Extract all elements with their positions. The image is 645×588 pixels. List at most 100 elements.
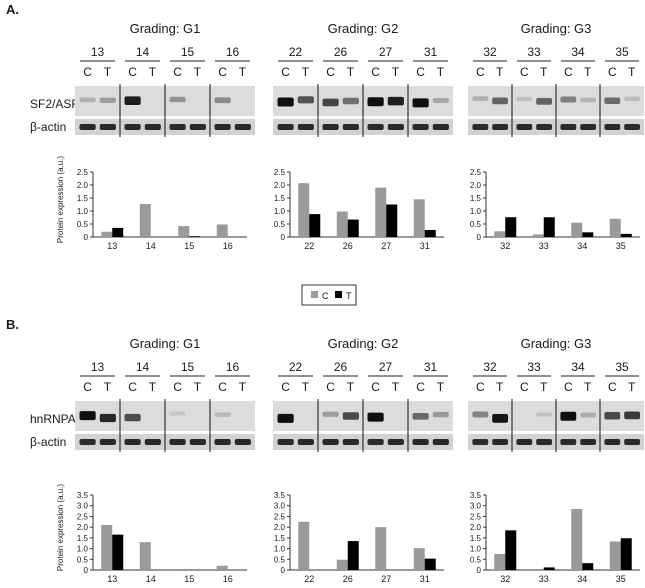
patient-id: 34 [571, 360, 585, 374]
lane-label-c: C [281, 65, 290, 79]
blot-label-actin: β-actin [30, 435, 66, 449]
y-tick-label: 2.0 [274, 181, 286, 190]
lane-label-c: C [173, 65, 182, 79]
y-axis-label: Protein expression (a.u.) [56, 156, 65, 243]
lane-label-t: T [347, 65, 355, 79]
x-tick-label: 22 [304, 574, 314, 584]
band-actin [516, 439, 533, 445]
x-tick-label: 27 [381, 241, 391, 251]
band-actin [214, 124, 231, 130]
band-actin [412, 124, 429, 130]
band-actin [144, 439, 161, 445]
bar-C [571, 508, 583, 570]
band-actin [342, 439, 359, 445]
y-tick-label: 2.0 [274, 523, 286, 532]
lane-label-t: T [392, 65, 400, 79]
lane-label-t: T [540, 65, 548, 79]
band-target [472, 96, 489, 102]
band-actin [604, 439, 621, 445]
patient-id: 33 [527, 360, 541, 374]
lane-label-t: T [437, 65, 445, 79]
lane-label-c: C [326, 65, 335, 79]
band-target [169, 411, 186, 416]
lane-label-t: T [628, 380, 636, 394]
band-actin [144, 124, 161, 130]
x-tick-label: 35 [616, 574, 626, 584]
band-actin [472, 124, 489, 130]
y-tick-label: 1.0 [77, 545, 89, 554]
band-target [322, 98, 339, 107]
bar-T [112, 227, 124, 237]
band-target [214, 412, 231, 417]
band-actin [412, 439, 429, 445]
band-target [604, 97, 621, 105]
blot-label-actin: β-actin [30, 120, 66, 134]
y-tick-label: 1.0 [470, 207, 482, 216]
y-tick-label: 1.0 [274, 207, 286, 216]
patient-id: 14 [136, 45, 150, 59]
x-tick-label: 32 [500, 241, 510, 251]
x-tick-label: 15 [184, 241, 194, 251]
band-actin [387, 439, 404, 445]
band-actin [79, 439, 96, 445]
bar-T [505, 217, 517, 237]
patient-id: 34 [571, 45, 585, 59]
band-actin [560, 439, 577, 445]
band-actin [387, 124, 404, 130]
lane-label-t: T [584, 65, 592, 79]
band-actin [322, 124, 339, 130]
lane-label-c: C [371, 65, 380, 79]
y-tick-label: 3.0 [470, 502, 482, 511]
y-tick-label: 2.0 [470, 181, 482, 190]
y-axis-label: Protein expression (a.u.) [56, 484, 65, 571]
bar-T [386, 204, 398, 237]
bar-C [336, 559, 348, 570]
bar-T [309, 214, 321, 237]
y-tick-label: 2.5 [274, 512, 286, 521]
y-tick-label: 1.5 [77, 534, 89, 543]
y-tick-label: 2.5 [274, 168, 286, 177]
lane-label-c: C [128, 65, 137, 79]
band-target [99, 413, 116, 423]
patient-id: 35 [615, 360, 629, 374]
patient-id: 27 [379, 360, 393, 374]
y-tick-label: 2.0 [77, 181, 89, 190]
lane-label-t: T [194, 65, 202, 79]
band-actin [124, 124, 141, 130]
lane-label-t: T [628, 65, 636, 79]
y-tick-label: 0.5 [274, 220, 286, 229]
x-tick-label: 15 [184, 574, 194, 584]
patient-id: 16 [226, 360, 240, 374]
lane-label-t: T [239, 65, 247, 79]
bar-C [494, 553, 506, 570]
x-tick-label: 26 [343, 241, 353, 251]
legend-box [301, 284, 357, 306]
grading-title: Grading: G1 [130, 336, 201, 351]
bar-C [609, 541, 621, 570]
lane-label-c: C [218, 65, 227, 79]
band-target [492, 413, 509, 423]
band-target [297, 96, 314, 104]
band-actin [277, 124, 294, 130]
y-tick-label: 3.5 [274, 491, 286, 500]
band-target [412, 98, 429, 108]
x-tick-label: 35 [616, 241, 626, 251]
band-target [536, 412, 553, 417]
bar-C [298, 521, 310, 570]
y-tick-label: 0 [84, 233, 89, 242]
patient-id: 31 [424, 360, 438, 374]
lane-label-c: C [128, 380, 137, 394]
x-tick-label: 26 [343, 574, 353, 584]
patient-id: 26 [334, 360, 348, 374]
bar-C [336, 211, 348, 237]
band-target [387, 96, 404, 106]
grading-title: Grading: G2 [328, 21, 399, 36]
band-target [516, 96, 533, 102]
lane-label-c: C [520, 380, 529, 394]
legend-label: T [346, 291, 352, 301]
band-actin [214, 439, 231, 445]
bar-C [178, 568, 190, 570]
y-tick-label: 2.5 [470, 168, 482, 177]
band-actin [492, 124, 509, 130]
y-tick-label: 3.0 [77, 502, 89, 511]
